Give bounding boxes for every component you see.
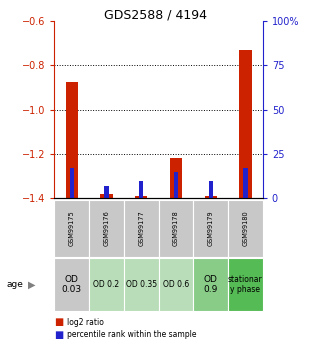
Text: percentile rank within the sample: percentile rank within the sample xyxy=(67,330,196,339)
Bar xyxy=(100,194,113,198)
Text: ■: ■ xyxy=(54,317,64,327)
Text: OD
0.9: OD 0.9 xyxy=(203,275,218,294)
Text: GSM99180: GSM99180 xyxy=(243,211,248,246)
Text: stationar
y phase: stationar y phase xyxy=(228,275,263,294)
Text: ■: ■ xyxy=(54,330,64,339)
Text: OD 0.35: OD 0.35 xyxy=(126,280,157,289)
Bar xyxy=(104,186,109,198)
Text: OD 0.6: OD 0.6 xyxy=(163,280,189,289)
Text: GSM99176: GSM99176 xyxy=(104,211,109,246)
Bar xyxy=(135,196,147,198)
Text: OD 0.2: OD 0.2 xyxy=(93,280,120,289)
Bar xyxy=(243,168,248,198)
Text: age: age xyxy=(6,280,23,289)
Bar xyxy=(170,158,182,198)
Text: OD
0.03: OD 0.03 xyxy=(62,275,82,294)
Text: GSM99178: GSM99178 xyxy=(173,211,179,246)
Bar xyxy=(139,181,143,198)
Bar xyxy=(205,196,217,198)
Bar xyxy=(239,50,252,198)
Bar xyxy=(174,172,178,198)
Text: GSM99177: GSM99177 xyxy=(138,211,144,246)
Text: GSM99175: GSM99175 xyxy=(69,211,75,246)
Text: ▶: ▶ xyxy=(28,279,35,289)
Text: GDS2588 / 4194: GDS2588 / 4194 xyxy=(104,9,207,22)
Bar xyxy=(66,82,78,198)
Text: GSM99179: GSM99179 xyxy=(208,211,214,246)
Bar xyxy=(209,181,213,198)
Text: log2 ratio: log2 ratio xyxy=(67,318,104,327)
Bar xyxy=(70,168,74,198)
